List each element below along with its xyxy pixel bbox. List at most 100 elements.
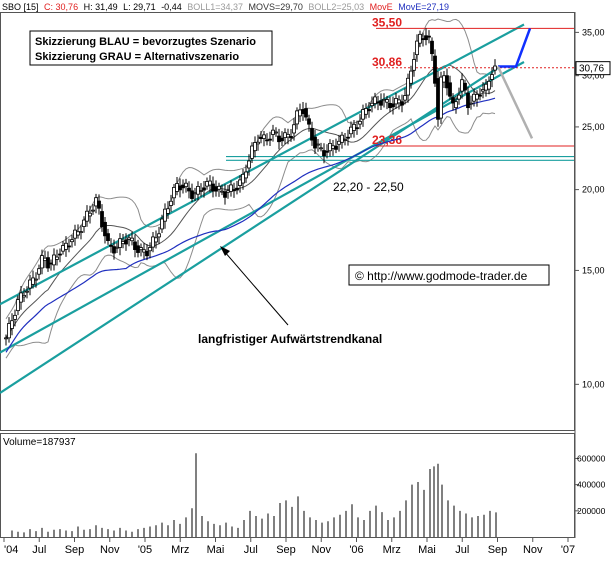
price-bar-body [436,78,440,120]
legend-line-grey: Skizzierung GRAU = Alternativszenario [35,51,239,63]
price-bar-body [202,187,206,191]
price-bar-body [235,187,239,191]
price-bar-body [7,323,11,339]
price-tick-label: 15,00 [582,265,605,275]
volume-tick-label: 600000 [577,453,606,463]
price-bar-body [400,101,404,106]
volume-axis: 200000 400000 600000 [575,453,606,516]
price-bar-body [181,184,185,189]
price-bar-body [478,94,482,97]
price-bar-body [361,109,365,120]
price-bar-body [376,101,380,104]
price-bar-body [301,109,305,114]
time-tick-label: '07 [561,544,575,556]
price-bar-body [313,136,317,149]
price-bar-body [130,237,134,242]
bollinger-middle [5,64,496,339]
price-bar-body [118,238,122,248]
price-bar-body [355,127,359,130]
price-bar-body [418,33,422,44]
price-bar-body [250,145,254,159]
price-bar-body [340,134,344,143]
time-tick-label: '06 [349,544,363,556]
price-bar-body [379,100,383,106]
price-bar-body [139,247,143,251]
price-bar-body [46,257,50,269]
price-bar-body [337,140,341,145]
price-bar-body [226,190,230,193]
price-bar-body [421,38,425,41]
time-tick-label: Mrz [383,544,401,556]
price-bar-body [178,185,182,191]
time-tick-label: '05 [138,544,152,556]
price-bar-body [319,147,323,150]
price-bar-body [457,94,461,100]
price-bar-body [154,237,158,243]
price-bar-body [370,102,374,107]
price-bar-body [214,186,218,192]
header-movs: MOVS=29,70 [249,2,303,12]
price-bar-body [10,320,14,329]
price-bar-body [136,245,140,253]
price-bar-body [451,97,455,104]
price-bar-body [61,245,65,252]
price-bar-body [439,76,443,119]
price-bar-body [22,294,26,298]
price-bar-body [415,40,419,56]
price-bar-body [67,245,71,248]
price-tick-label: 30,00 [582,71,605,81]
price-bar-body [163,208,167,222]
price-bar-body [352,123,356,131]
header-symbol: SBO [15] [2,2,39,12]
time-tick-label: Jul [455,544,469,556]
volume-tick-label: 400000 [577,480,606,490]
header-move: MovE [370,2,393,12]
price-bar-body [259,136,263,139]
price-bar-body [211,183,215,192]
price-bar-body [280,137,284,142]
price-bar-body [142,249,146,253]
price-bar-body [325,150,329,153]
price-bar-body [310,128,314,141]
header-move-value: MovE=27,19 [398,2,449,12]
price-bar-body [277,135,281,143]
price-bar-body [385,99,389,103]
price-bar-body [391,103,395,108]
price-bar-body [328,142,332,152]
price-bar-body [388,102,392,109]
price-bar-body [220,190,224,193]
time-tick-label: Jul [244,544,258,556]
price-bar-body [283,132,287,139]
price-bar-body [34,278,38,281]
time-tick-label: '04 [4,544,18,556]
price-bar-body [145,251,149,257]
price-bar-body [85,210,89,222]
price-tick-label: 20,00 [582,185,605,195]
volume-bars [11,453,497,537]
price-bar-body [151,236,155,248]
price-bar-body [52,254,56,266]
price-bar-body [346,136,350,139]
price-bar-body [262,134,266,139]
price-bar-body [31,277,35,285]
bollinger-lower [5,112,496,359]
price-bar-body [199,190,203,192]
time-tick-label: Mai [207,544,225,556]
price-bar-body [466,92,470,109]
time-tick-label: Mai [418,544,436,556]
level-label-0: 35,50 [372,15,402,29]
horizontal-levels: 35,50 30,86 23,36 [372,15,574,147]
price-bar-body [103,221,107,237]
price-bar-body [64,242,68,250]
price-bar-body [49,262,53,265]
time-tick-label: Sep [65,544,85,556]
price-bar-body [274,131,278,134]
price-bar-body [424,35,428,41]
price-bar-body [94,197,98,207]
price-bar-body [244,171,248,179]
price-bar-body [97,200,101,209]
price-bar-body [13,314,17,320]
time-tick-label: Nov [523,544,543,556]
volume-title: Volume=187937 [3,437,76,448]
